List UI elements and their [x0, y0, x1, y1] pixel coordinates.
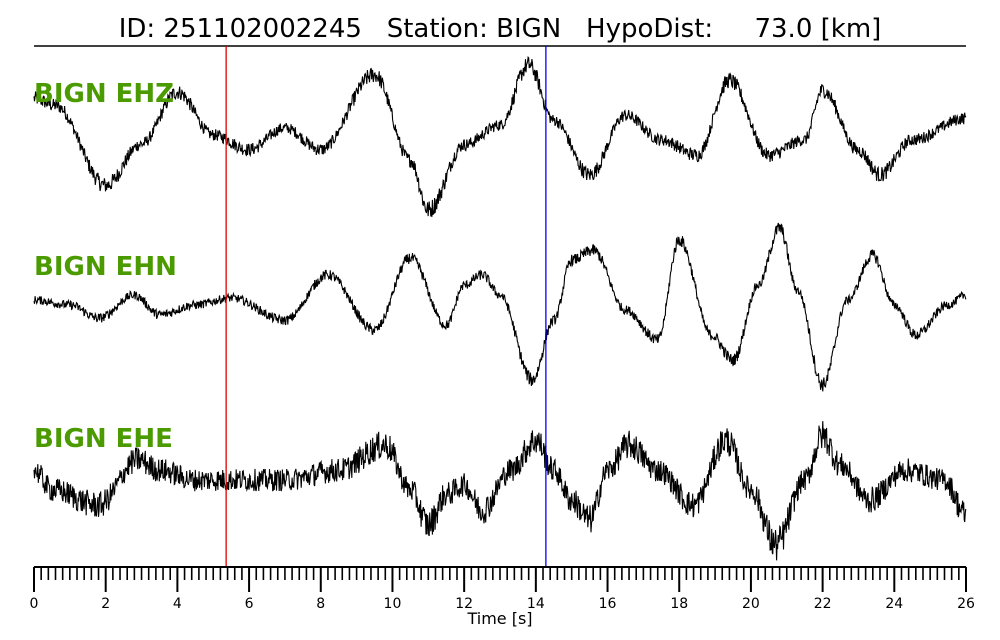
x-tick-label: 0	[30, 596, 39, 612]
trace-bign-ehz	[33, 55, 967, 217]
x-tick-label: 4	[173, 596, 182, 612]
trace-bign-ehn	[33, 222, 967, 392]
chart-title: ID: 251102002245 Station: BIGN HypoDist:…	[119, 14, 882, 44]
channel-label-ehz: BIGN EHZ	[34, 79, 174, 109]
trace-bign-ehe	[33, 421, 967, 561]
x-tick-label: 14	[527, 596, 545, 612]
x-axis-label: Time [s]	[466, 609, 532, 628]
channel-label-ehe: BIGN EHE	[34, 424, 173, 454]
x-tick-label: 20	[742, 596, 760, 612]
x-tick-label: 2	[101, 596, 110, 612]
x-tick-label: 22	[814, 596, 832, 612]
channel-label-ehn: BIGN EHN	[34, 252, 177, 282]
x-tick-label: 12	[455, 596, 473, 612]
x-tick-label: 8	[316, 596, 325, 612]
x-tick-label: 24	[885, 596, 903, 612]
x-tick-label: 26	[957, 596, 975, 612]
x-tick-label: 16	[599, 596, 617, 612]
x-tick-label: 18	[670, 596, 688, 612]
x-tick-label: 6	[245, 596, 254, 612]
x-tick-label: 10	[384, 596, 402, 612]
